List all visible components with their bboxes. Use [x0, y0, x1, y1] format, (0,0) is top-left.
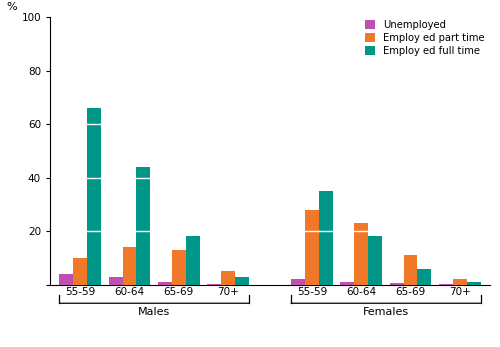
Bar [368, 236, 382, 285]
Bar [186, 236, 200, 285]
Bar [74, 258, 87, 285]
Bar [418, 269, 432, 285]
Bar [108, 277, 122, 285]
Bar [453, 279, 466, 285]
Bar [172, 250, 186, 285]
Bar [136, 167, 150, 285]
Text: Females: Females [363, 307, 409, 317]
Bar [291, 279, 305, 285]
Text: %: % [6, 2, 16, 12]
Bar [87, 108, 101, 285]
Bar [466, 282, 480, 285]
Bar [439, 284, 453, 285]
Bar [221, 271, 235, 285]
Text: Males: Males [138, 307, 170, 317]
Legend: Unemployed, Employ ed part time, Employ ed full time: Unemployed, Employ ed part time, Employ … [366, 20, 485, 56]
Bar [319, 191, 333, 285]
Bar [60, 274, 74, 285]
Bar [235, 277, 249, 285]
Bar [305, 210, 319, 285]
Bar [158, 282, 172, 285]
Bar [390, 283, 404, 285]
Bar [207, 284, 221, 285]
Bar [404, 255, 417, 285]
Bar [354, 223, 368, 285]
Bar [340, 282, 354, 285]
Bar [122, 247, 136, 285]
